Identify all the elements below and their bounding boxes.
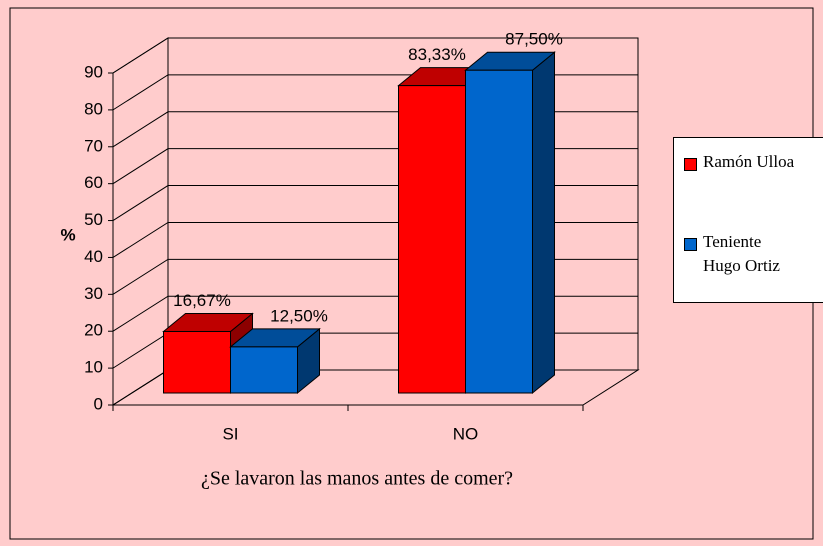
y-tick-label: 10 [84, 358, 103, 377]
grid-line [112, 74, 638, 111]
legend: Ramón Ulloa Teniente Hugo Ortiz [673, 137, 823, 303]
grid-line [112, 148, 638, 185]
y-tick-label: 20 [84, 321, 103, 340]
x-tick-label: NO [453, 424, 479, 443]
legend-item: Teniente Hugo Ortiz [684, 232, 823, 278]
data-label: 12,50% [270, 306, 328, 325]
legend-swatch [684, 158, 697, 171]
y-tick-label: 60 [84, 173, 103, 192]
x-axis-title: ¿Se lavaron las manos antes de comer? [201, 468, 513, 490]
grid-line [112, 185, 638, 221]
bar [163, 331, 231, 394]
legend-label: Teniente Hugo Ortiz [703, 232, 780, 275]
grid-line [112, 221, 638, 258]
y-tick-label: 70 [84, 136, 103, 155]
grid-line [112, 37, 638, 74]
x-tick-label: SI [222, 424, 238, 443]
y-tick-label: 40 [84, 247, 103, 266]
legend-swatch [684, 238, 697, 251]
y-tick-label: 0 [94, 394, 103, 413]
data-label: 16,67% [173, 291, 231, 310]
side-wall [112, 37, 169, 406]
bar [465, 69, 533, 394]
bar [230, 346, 298, 394]
y-tick-label: 80 [84, 99, 103, 118]
bar-side [532, 51, 555, 395]
legend-label: Ramón Ulloa [703, 152, 795, 171]
data-label: 87,50% [505, 30, 563, 49]
y-tick-label: 30 [84, 284, 103, 303]
y-tick-label: 50 [84, 210, 103, 229]
data-label: 83,33% [408, 45, 466, 64]
bar [398, 85, 466, 394]
y-axis-title: % [60, 225, 75, 244]
grid-line [112, 111, 638, 148]
grid-line [112, 258, 638, 295]
y-tick-label: 90 [84, 62, 103, 81]
legend-item: Ramón Ulloa [684, 152, 823, 174]
